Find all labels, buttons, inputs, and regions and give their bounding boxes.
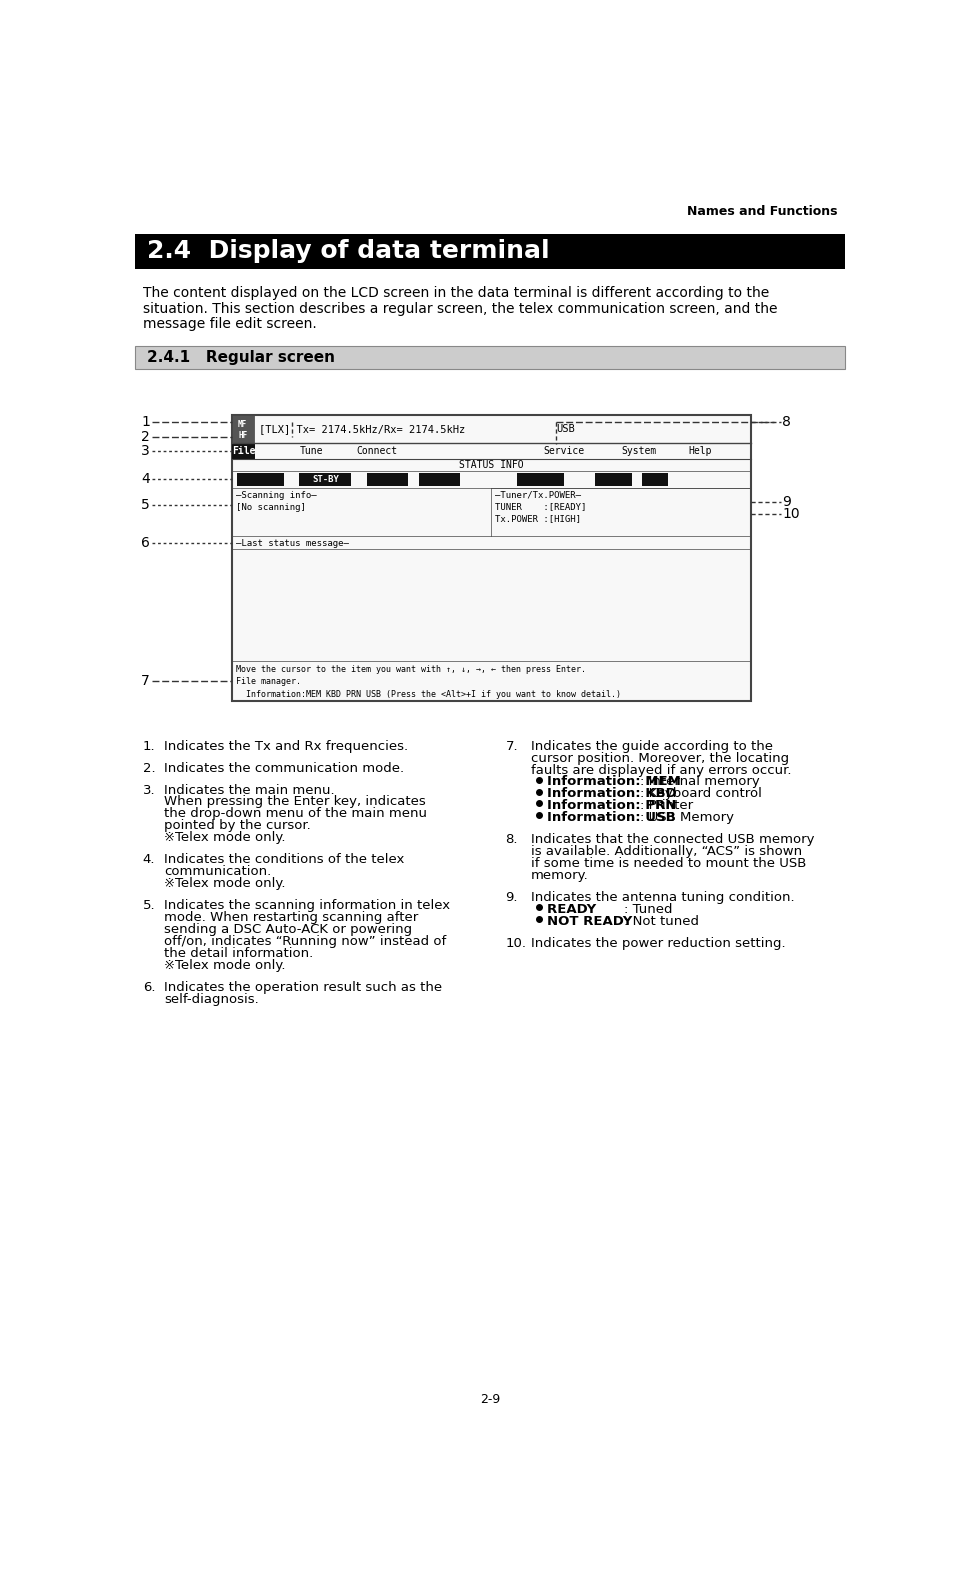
Bar [232, 443, 255, 459]
Text: —Tuner/Tx.POWER—: —Tuner/Tx.POWER— [495, 491, 581, 499]
Bar [596, 474, 632, 485]
Text: sending a DSC Auto-ACK or powering: sending a DSC Auto-ACK or powering [164, 924, 413, 936]
Text: 8.: 8. [506, 833, 518, 847]
Text: 3.: 3. [142, 783, 156, 796]
Text: —Scanning info—: —Scanning info— [236, 491, 316, 499]
Bar [135, 234, 845, 270]
Text: File: File [231, 447, 255, 456]
Text: Information: USB: Information: USB [547, 812, 675, 825]
Text: self-diagnosis.: self-diagnosis. [164, 992, 259, 1005]
Bar [232, 415, 253, 443]
Text: the drop-down menu of the main menu: the drop-down menu of the main menu [164, 807, 427, 820]
Text: 5: 5 [141, 498, 150, 512]
Text: —Last status message—: —Last status message— [236, 539, 349, 547]
Text: Tx.POWER :[HIGH]: Tx.POWER :[HIGH] [495, 514, 581, 523]
Text: communication.: communication. [164, 864, 272, 879]
Text: Information: MEM: Information: MEM [547, 775, 681, 788]
Text: : Keyboard control: : Keyboard control [640, 788, 761, 801]
Bar [642, 474, 668, 485]
Text: Indicates the scanning information in telex: Indicates the scanning information in te… [164, 900, 450, 912]
Text: mode. When restarting scanning after: mode. When restarting scanning after [164, 911, 419, 924]
Text: 1: 1 [141, 415, 150, 429]
Text: Help: Help [689, 447, 712, 456]
Text: 2.4  Display of data terminal: 2.4 Display of data terminal [147, 239, 550, 263]
Bar [419, 474, 461, 485]
Text: STATUS INFO: STATUS INFO [459, 459, 524, 471]
Text: 2-9: 2-9 [480, 1392, 500, 1405]
Text: 3: 3 [141, 443, 150, 458]
Text: USB: USB [556, 424, 576, 434]
Text: ※Telex mode only.: ※Telex mode only. [164, 877, 286, 890]
Text: Indicates the antenna tuning condition.: Indicates the antenna tuning condition. [531, 892, 794, 904]
Text: 10: 10 [782, 507, 800, 522]
Text: situation. This section describes a regular screen, the telex communication scre: situation. This section describes a regu… [142, 301, 777, 316]
Text: Indicates the power reduction setting.: Indicates the power reduction setting. [531, 936, 786, 949]
Text: is available. Additionally, “ACS” is shown: is available. Additionally, “ACS” is sho… [531, 845, 802, 858]
Text: Indicates the main menu.: Indicates the main menu. [164, 783, 335, 796]
Text: File manager.: File manager. [236, 678, 301, 686]
Text: 9.: 9. [506, 892, 518, 904]
Text: Indicates the operation result such as the: Indicates the operation result such as t… [164, 981, 443, 994]
Text: : Tuned: : Tuned [624, 903, 672, 916]
Text: 8: 8 [782, 415, 791, 429]
Text: [No scanning]: [No scanning] [236, 504, 306, 512]
Text: ※Telex mode only.: ※Telex mode only. [164, 959, 286, 971]
Text: memory.: memory. [531, 869, 589, 882]
Text: 7.: 7. [506, 740, 518, 753]
Bar [232, 415, 751, 702]
Bar [237, 474, 284, 485]
Text: Indicates the conditions of the telex: Indicates the conditions of the telex [164, 853, 404, 866]
Text: MF: MF [238, 419, 248, 429]
Text: 2.4.1   Regular screen: 2.4.1 Regular screen [147, 351, 336, 365]
Text: 2.: 2. [142, 761, 156, 775]
Text: faults are displayed if any errors occur.: faults are displayed if any errors occur… [531, 764, 792, 777]
Text: When pressing the Enter key, indicates: When pressing the Enter key, indicates [164, 796, 426, 809]
Text: ※Telex mode only.: ※Telex mode only. [164, 831, 286, 844]
Text: Indicates the guide according to the: Indicates the guide according to the [531, 740, 773, 753]
Text: Move the cursor to the item you want with ↑, ↓, →, ← then press Enter.: Move the cursor to the item you want wit… [236, 665, 586, 675]
Text: 6: 6 [141, 536, 150, 550]
Bar [367, 474, 408, 485]
Text: Information: PRN: Information: PRN [547, 799, 676, 812]
Text: Information: KBD: Information: KBD [547, 788, 676, 801]
Text: HF: HF [238, 431, 248, 440]
Text: 4: 4 [141, 472, 150, 486]
Text: cursor position. Moreover, the locating: cursor position. Moreover, the locating [531, 751, 789, 764]
Text: ST-BY: ST-BY [312, 475, 338, 483]
Text: : Printer: : Printer [640, 799, 693, 812]
Text: off/on, indicates “Running now” instead of: off/on, indicates “Running now” instead … [164, 935, 446, 947]
Text: Indicates that the connected USB memory: Indicates that the connected USB memory [531, 833, 815, 847]
Text: 9: 9 [782, 494, 791, 509]
Text: Indicates the Tx and Rx frequencies.: Indicates the Tx and Rx frequencies. [164, 740, 408, 753]
Text: Names and Functions: Names and Functions [686, 206, 837, 219]
Text: NOT READY: NOT READY [547, 916, 641, 928]
Text: 10.: 10. [506, 936, 527, 949]
Text: the detail information.: the detail information. [164, 947, 314, 960]
Text: The content displayed on the LCD screen in the data terminal is different accord: The content displayed on the LCD screen … [142, 286, 769, 300]
Text: Service: Service [543, 447, 584, 456]
Bar [135, 346, 845, 370]
Text: 4.: 4. [142, 853, 155, 866]
Text: : Not tuned: : Not tuned [624, 916, 699, 928]
Text: : USB Memory: : USB Memory [640, 812, 733, 825]
Bar [517, 474, 564, 485]
Text: [TLX] Tx= 2174.5kHz/Rx= 2174.5kHz: [TLX] Tx= 2174.5kHz/Rx= 2174.5kHz [259, 424, 466, 434]
Text: System: System [621, 447, 657, 456]
Bar [299, 474, 351, 485]
Text: pointed by the cursor.: pointed by the cursor. [164, 820, 312, 833]
Text: Tune: Tune [299, 447, 323, 456]
Text: 2: 2 [141, 431, 150, 443]
Text: 7: 7 [141, 675, 150, 687]
Text: Information:MEM KBD PRN USB (Press the <Alt>+I if you want to know detail.): Information:MEM KBD PRN USB (Press the <… [236, 689, 620, 699]
Text: if some time is needed to mount the USB: if some time is needed to mount the USB [531, 857, 807, 869]
Text: 1.: 1. [142, 740, 156, 753]
Text: TUNER    :[READY]: TUNER :[READY] [495, 502, 587, 512]
Text: message file edit screen.: message file edit screen. [142, 317, 316, 330]
Text: Connect: Connect [357, 447, 398, 456]
Text: : Internal memory: : Internal memory [640, 775, 759, 788]
Text: Indicates the communication mode.: Indicates the communication mode. [164, 761, 404, 775]
Text: 6.: 6. [142, 981, 155, 994]
Text: 5.: 5. [142, 900, 156, 912]
Text: READY: READY [547, 903, 642, 916]
